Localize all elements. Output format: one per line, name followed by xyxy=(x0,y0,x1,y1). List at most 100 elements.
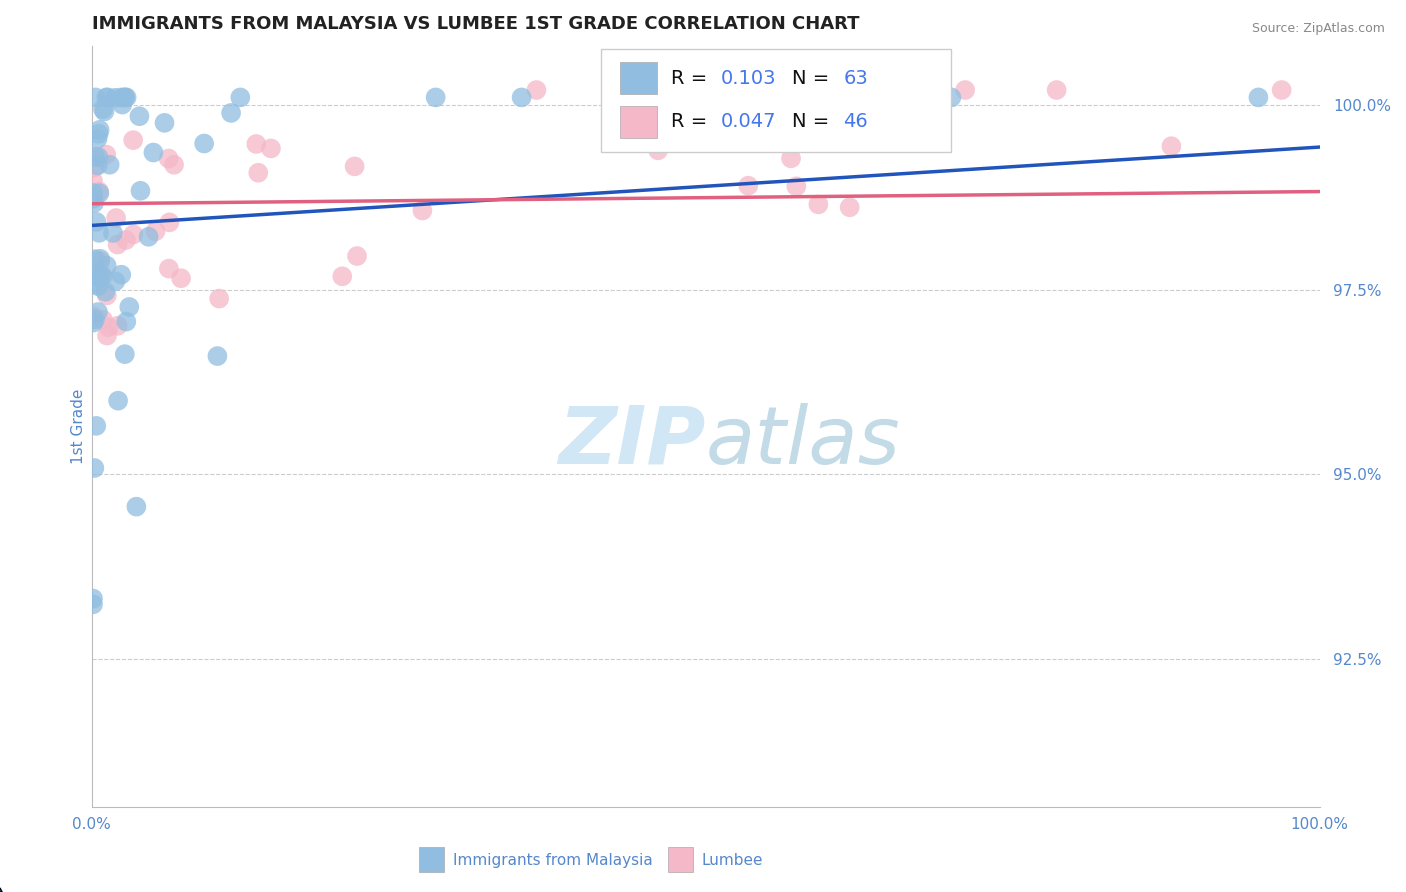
Point xyxy=(82,186,104,200)
Point xyxy=(96,259,118,273)
Point xyxy=(89,123,111,137)
Bar xyxy=(620,62,657,95)
Point xyxy=(96,288,118,302)
Point xyxy=(84,90,107,104)
Point xyxy=(82,310,104,324)
Point xyxy=(153,116,176,130)
Point xyxy=(142,145,165,160)
Point xyxy=(87,305,110,319)
Point xyxy=(346,249,368,263)
Text: IMMIGRANTS FROM MALAYSIA VS LUMBEE 1ST GRADE CORRELATION CHART: IMMIGRANTS FROM MALAYSIA VS LUMBEE 1ST G… xyxy=(91,15,859,33)
Point xyxy=(107,237,129,252)
Point xyxy=(118,300,141,314)
Point xyxy=(83,461,105,475)
Point xyxy=(89,252,111,266)
Point xyxy=(157,152,180,166)
Point xyxy=(97,90,120,104)
Point xyxy=(845,83,868,97)
Text: Immigrants from Malaysia: Immigrants from Malaysia xyxy=(453,854,652,868)
Point xyxy=(87,226,110,240)
Point xyxy=(110,268,132,282)
Point xyxy=(695,90,717,104)
Point xyxy=(101,226,124,240)
Point xyxy=(82,192,104,206)
Point xyxy=(737,178,759,193)
Point xyxy=(83,196,105,211)
Point xyxy=(98,158,121,172)
Point xyxy=(84,418,107,433)
Point xyxy=(87,185,110,199)
Text: ZIP: ZIP xyxy=(558,402,706,481)
Point xyxy=(87,150,110,164)
Bar xyxy=(620,106,657,137)
Point xyxy=(193,136,215,151)
Point xyxy=(707,83,730,97)
Point xyxy=(114,347,136,361)
Point xyxy=(91,269,114,284)
Point xyxy=(93,104,115,119)
Point xyxy=(1271,83,1294,97)
Point xyxy=(122,133,145,147)
Point xyxy=(208,292,231,306)
Text: R =: R = xyxy=(672,69,714,88)
Point xyxy=(953,83,976,97)
Point xyxy=(138,229,160,244)
Point xyxy=(1247,90,1270,104)
Point xyxy=(97,320,120,334)
Point xyxy=(526,83,548,97)
Text: N =: N = xyxy=(792,69,835,88)
Y-axis label: 1st Grade: 1st Grade xyxy=(72,389,86,464)
Text: Source: ZipAtlas.com: Source: ZipAtlas.com xyxy=(1251,22,1385,36)
Point xyxy=(86,132,108,146)
Text: atlas: atlas xyxy=(706,402,901,481)
Point xyxy=(128,109,150,123)
Point xyxy=(82,174,104,188)
Text: 0.103: 0.103 xyxy=(720,69,776,88)
Point xyxy=(207,349,229,363)
Point xyxy=(90,268,112,283)
Point xyxy=(87,127,110,141)
Point xyxy=(229,90,252,104)
Point xyxy=(780,151,803,165)
Point xyxy=(84,312,107,326)
Point xyxy=(411,203,433,218)
Point xyxy=(82,152,104,166)
Text: N =: N = xyxy=(792,112,835,131)
Point xyxy=(87,270,110,285)
Bar xyxy=(602,49,952,153)
Point xyxy=(89,254,111,268)
Point xyxy=(83,161,105,175)
Text: R =: R = xyxy=(672,112,714,131)
Point xyxy=(112,90,135,104)
Point xyxy=(1045,83,1067,97)
Point xyxy=(115,315,138,329)
Point xyxy=(96,90,118,104)
Point xyxy=(89,186,111,201)
Text: Lumbee: Lumbee xyxy=(702,854,763,868)
Point xyxy=(425,90,447,104)
Point xyxy=(125,500,148,514)
Point xyxy=(94,285,117,299)
Point xyxy=(82,591,104,606)
Point xyxy=(91,313,114,327)
Point xyxy=(343,160,366,174)
Point xyxy=(145,224,167,238)
Point xyxy=(157,261,180,276)
Point xyxy=(107,318,129,333)
Point xyxy=(86,158,108,172)
Point xyxy=(107,393,129,408)
Point xyxy=(111,97,134,112)
Point xyxy=(82,598,104,612)
Point xyxy=(83,277,105,292)
Point xyxy=(105,211,128,225)
Point xyxy=(91,102,114,116)
Point xyxy=(115,233,138,247)
Point xyxy=(82,316,104,330)
Text: 63: 63 xyxy=(844,69,868,88)
Text: 0.047: 0.047 xyxy=(720,112,776,131)
Point xyxy=(170,271,193,285)
Point xyxy=(330,269,353,284)
Point xyxy=(247,166,270,180)
Point xyxy=(84,150,107,164)
Point xyxy=(260,141,283,155)
